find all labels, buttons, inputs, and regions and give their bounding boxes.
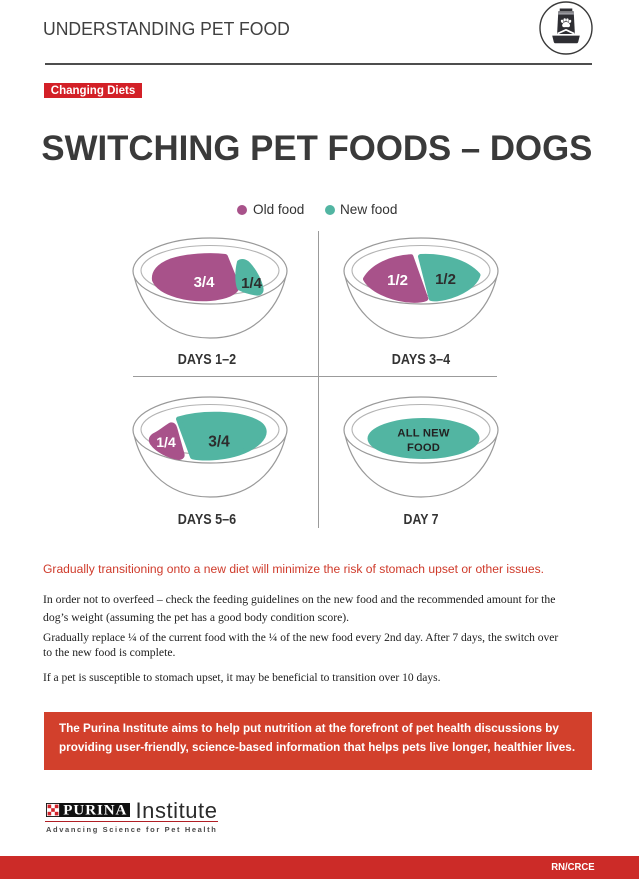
svg-text:1/2: 1/2 bbox=[387, 272, 408, 289]
svg-text:1/2: 1/2 bbox=[435, 271, 456, 288]
svg-text:ALL NEW: ALL NEW bbox=[397, 428, 449, 440]
svg-text:1/4: 1/4 bbox=[156, 434, 176, 450]
svg-text:PURINA: PURINA bbox=[63, 803, 127, 817]
svg-text:1/4: 1/4 bbox=[241, 275, 263, 292]
svg-text:FOOD: FOOD bbox=[407, 442, 440, 454]
svg-text:3/4: 3/4 bbox=[208, 433, 230, 450]
svg-text:3/4: 3/4 bbox=[194, 274, 216, 291]
